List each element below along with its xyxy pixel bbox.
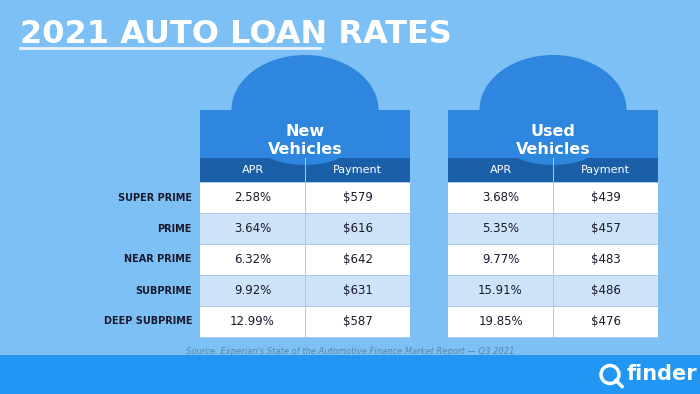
Bar [448,110,658,158]
Bar [200,306,410,337]
Text: DEEP SUBPRIME: DEEP SUBPRIME [104,316,192,327]
Text: APR: APR [489,165,512,175]
Text: NEAR PRIME: NEAR PRIME [125,255,192,264]
Text: $631: $631 [342,284,372,297]
Text: Payment: Payment [333,165,382,175]
Text: $642: $642 [342,253,372,266]
Bar [0,355,700,394]
Bar [448,244,658,275]
Text: New
Vehicles: New Vehicles [267,123,342,156]
Ellipse shape [480,55,626,165]
Text: $486: $486 [591,284,620,297]
Bar [200,244,410,275]
Text: Source: Experian's State of the Automotive Finance Market Report — Q3 2021: Source: Experian's State of the Automoti… [186,347,514,356]
Bar [448,275,658,306]
Text: $457: $457 [591,222,620,235]
Text: 3.68%: 3.68% [482,191,519,204]
Text: SUBPRIME: SUBPRIME [135,286,192,296]
Bar [448,182,658,213]
Text: $579: $579 [342,191,372,204]
Text: 5.35%: 5.35% [482,222,519,235]
Bar [448,213,658,244]
Text: 19.85%: 19.85% [478,315,523,328]
Bar [448,158,658,182]
Text: Payment: Payment [581,165,630,175]
Bar [448,306,658,337]
Text: 6.32%: 6.32% [234,253,271,266]
Text: 9.92%: 9.92% [234,284,271,297]
Text: finder: finder [627,364,698,385]
Text: Used
Vehicles: Used Vehicles [516,123,590,156]
Text: 9.77%: 9.77% [482,253,519,266]
Bar [200,275,410,306]
Text: 2.58%: 2.58% [234,191,271,204]
Text: $616: $616 [342,222,372,235]
Text: 2021 AUTO LOAN RATES: 2021 AUTO LOAN RATES [20,19,452,50]
Text: SUPER PRIME: SUPER PRIME [118,193,192,203]
Text: PRIME: PRIME [158,223,192,234]
Text: 15.91%: 15.91% [478,284,523,297]
Bar [200,182,410,213]
Ellipse shape [232,55,379,165]
Text: 12.99%: 12.99% [230,315,275,328]
Bar [200,158,410,182]
Text: 3.64%: 3.64% [234,222,271,235]
Text: $587: $587 [342,315,372,328]
Text: $483: $483 [591,253,620,266]
Bar [200,213,410,244]
Bar [200,110,410,158]
Text: $476: $476 [591,315,620,328]
Text: $439: $439 [591,191,620,204]
Text: APR: APR [241,165,264,175]
